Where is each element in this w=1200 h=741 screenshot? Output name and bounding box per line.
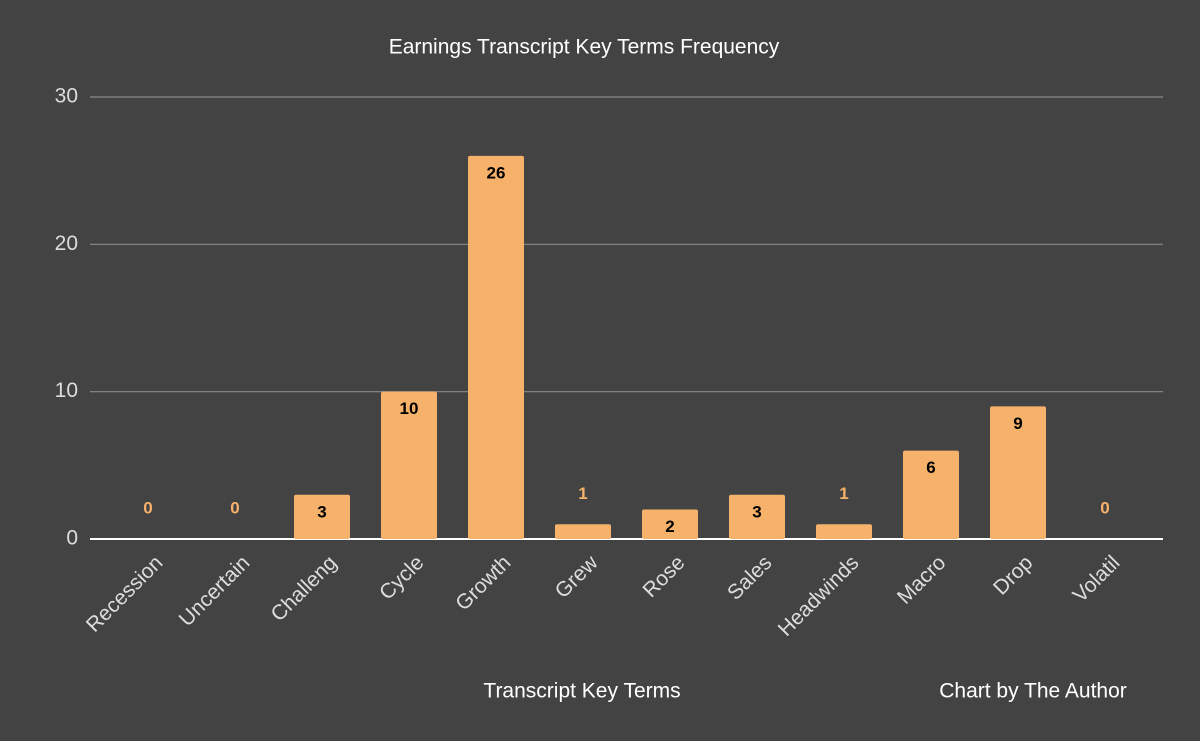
bar [729, 494, 785, 539]
bar [294, 494, 350, 539]
annotation: Chart by The Author [939, 680, 1127, 703]
data-label: 26 [487, 163, 506, 182]
bar [903, 450, 959, 539]
bar [642, 509, 698, 539]
data-label: 1 [578, 484, 587, 503]
bar [816, 524, 872, 539]
data-label: 0 [230, 498, 239, 517]
y-tick-label: 10 [55, 379, 78, 402]
data-label: 9 [1013, 414, 1022, 433]
data-label: 3 [317, 502, 326, 521]
data-label: 1 [839, 484, 848, 503]
y-tick-label: 20 [55, 232, 78, 255]
bar [555, 524, 611, 539]
data-label: 6 [926, 458, 935, 477]
data-label: 2 [665, 517, 674, 536]
data-label: 0 [143, 498, 152, 517]
y-tick-label: 0 [66, 527, 78, 550]
bar [468, 155, 524, 539]
data-label: 3 [752, 502, 761, 521]
y-tick-label: 30 [55, 85, 78, 108]
chart-title: Earnings Transcript Key Terms Frequency [389, 36, 780, 59]
data-label: 10 [400, 399, 419, 418]
data-label: 0 [1100, 498, 1109, 517]
x-axis-label: Transcript Key Terms [483, 680, 680, 703]
bar [990, 406, 1046, 539]
bar [381, 391, 437, 539]
